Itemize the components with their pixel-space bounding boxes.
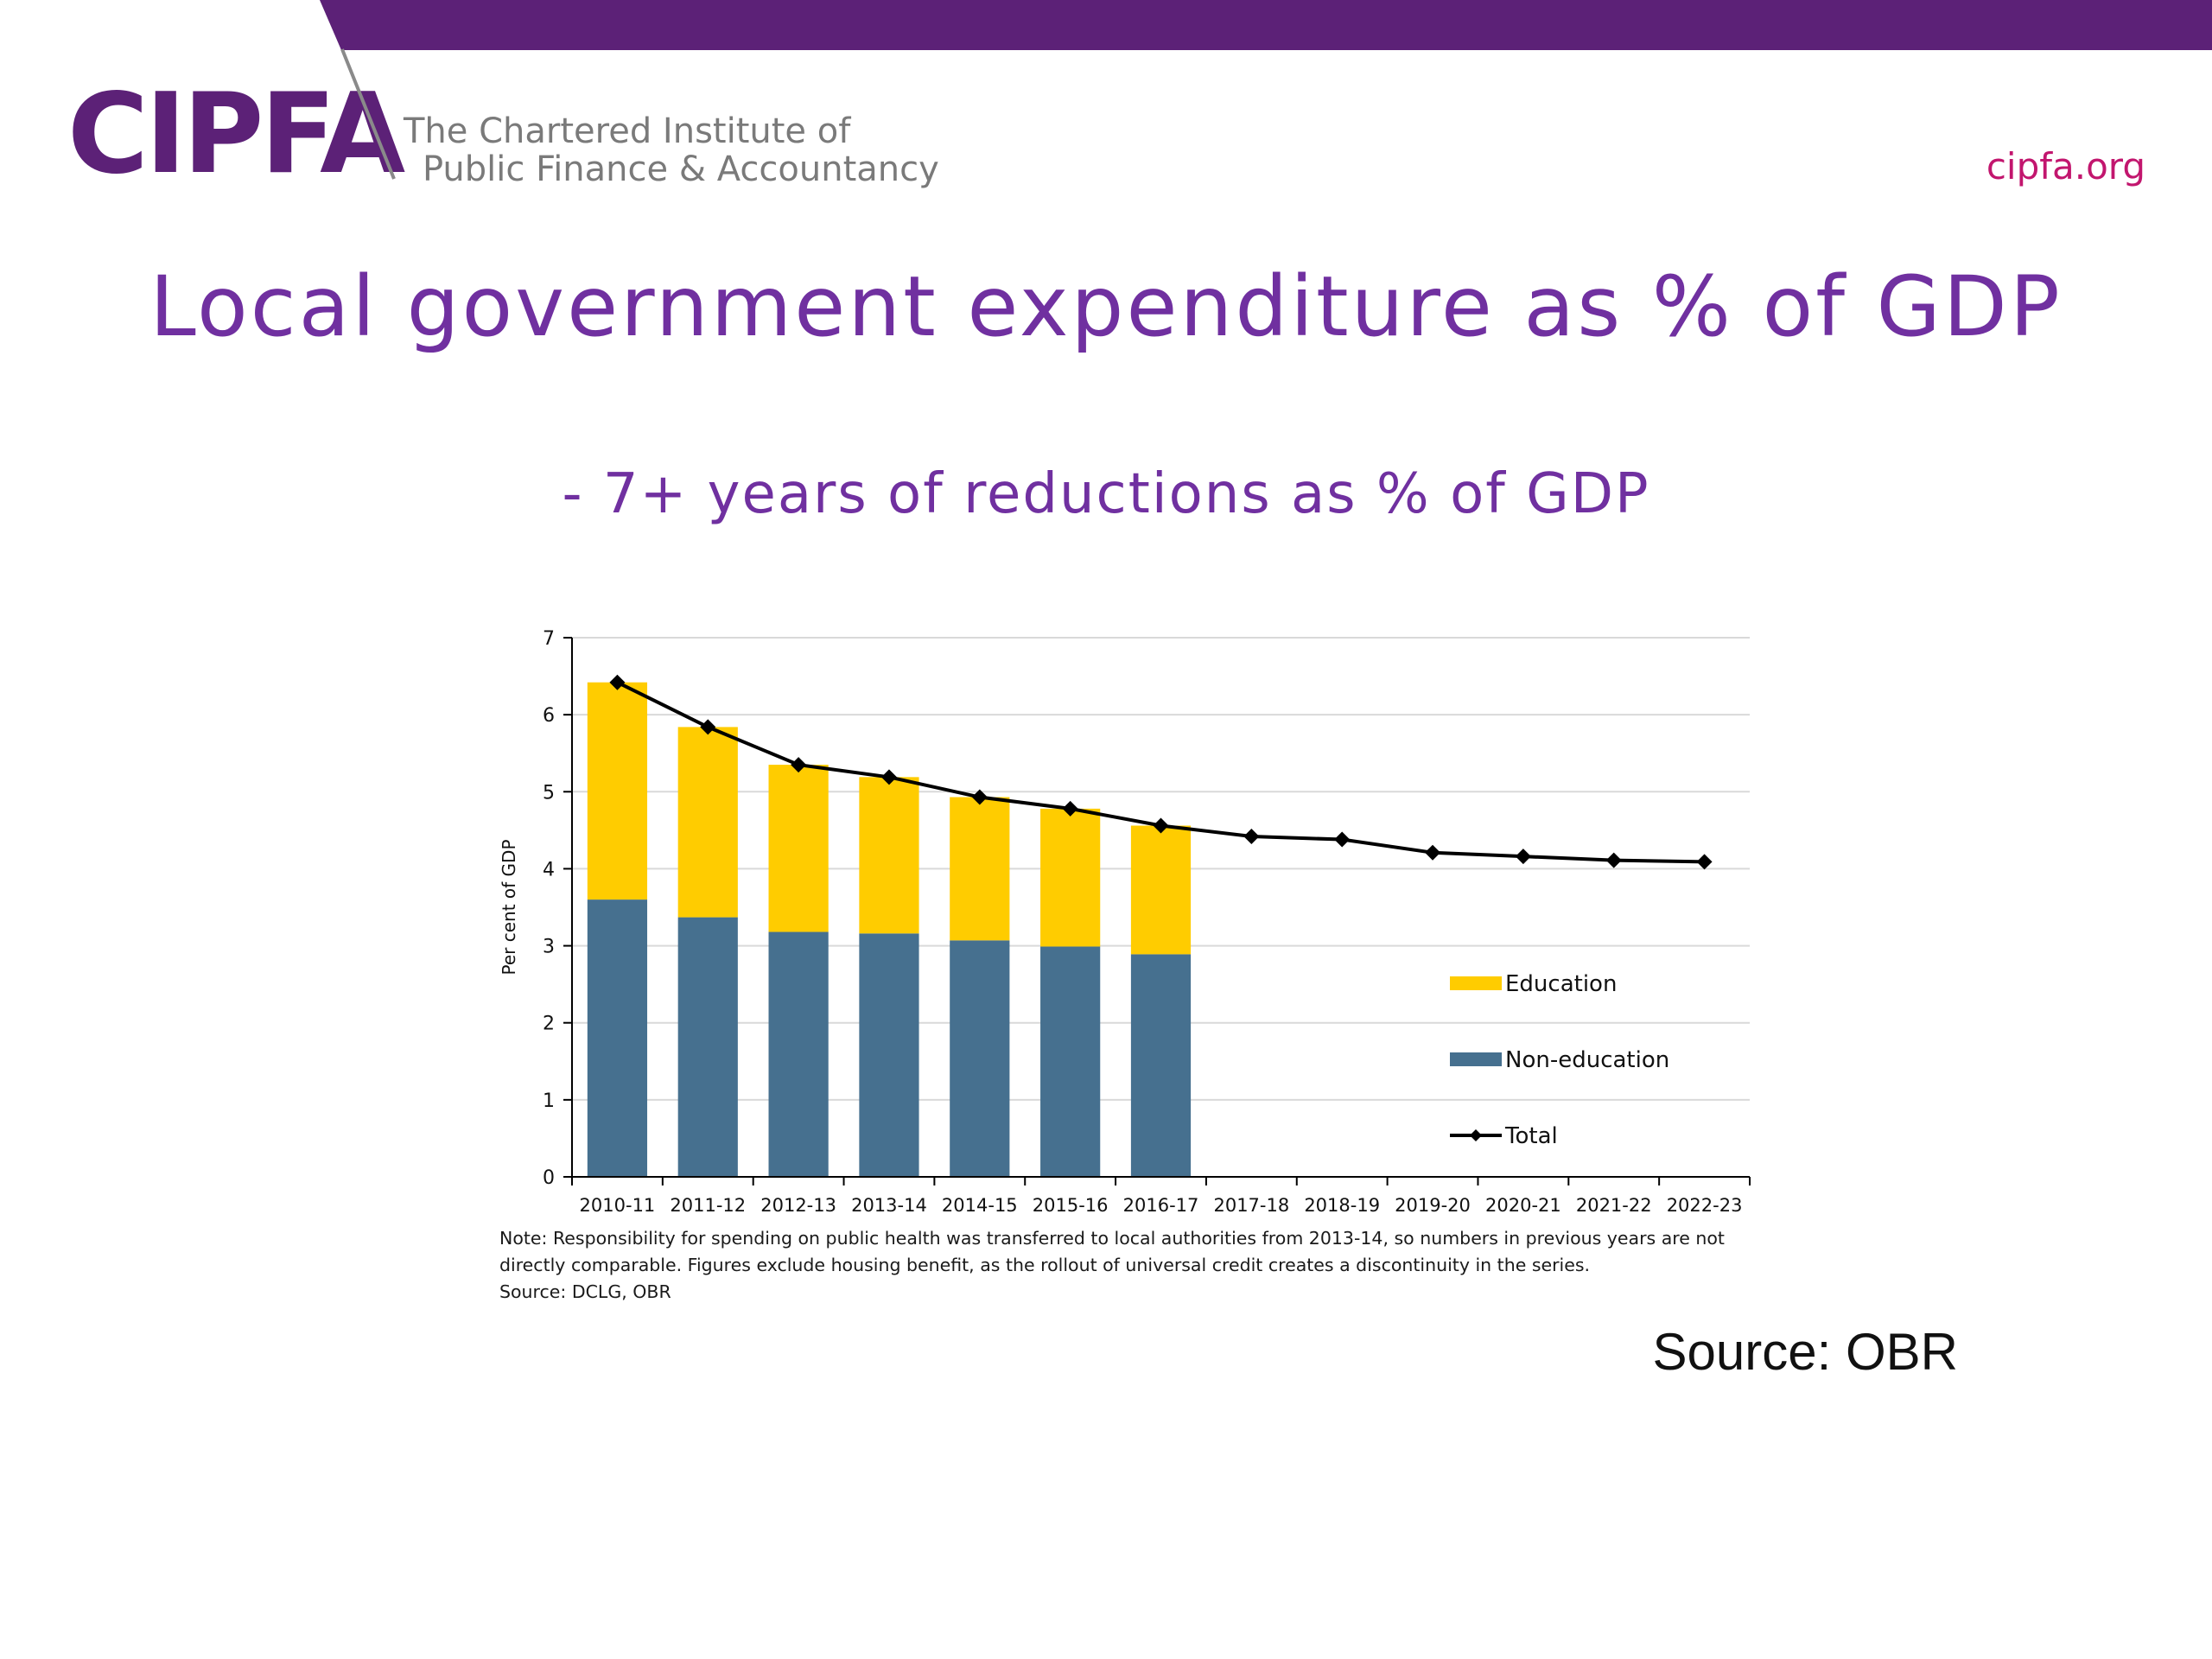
y-tick-label: 6: [543, 705, 555, 727]
chart-note: Note: Responsibility for spending on pub…: [499, 1228, 1725, 1275]
legend-label: Education: [1505, 971, 1617, 997]
logo-tagline: The Chartered Institute of Public Financ…: [404, 112, 939, 188]
y-tick-label: 1: [543, 1090, 555, 1112]
expenditure-chart: 0 1 2 3 4 5 6 7 Per cent of GDP 2010-11 2011-12 201…: [484, 605, 1763, 1313]
legend-swatch-non-education: [1450, 1052, 1502, 1066]
y-tick-label: 2: [543, 1014, 555, 1035]
x-tick-label: 2021-22: [1576, 1195, 1652, 1216]
bar-education: [1040, 808, 1101, 947]
total-point: [1243, 828, 1260, 844]
website-link[interactable]: cipfa.org: [1986, 145, 2145, 188]
x-tick-label: 2011-12: [670, 1195, 746, 1216]
slide-source: Source: OBR: [1652, 1323, 1958, 1381]
chart-note-block: Note: Responsibility for spending on pub…: [499, 1225, 1752, 1306]
bar-non-education: [1040, 946, 1101, 1177]
legend-label: Non-education: [1505, 1047, 1669, 1073]
bar-education: [1130, 825, 1192, 955]
bar-education: [587, 682, 648, 900]
total-point: [700, 719, 716, 735]
bar-non-education: [950, 940, 1010, 1177]
tagline-line-2: Public Finance & Accountancy: [423, 149, 939, 189]
total-point: [1605, 852, 1622, 868]
bar-non-education: [587, 899, 648, 1177]
header-bar: [320, 0, 2212, 50]
chart-canvas: 0 1 2 3 4 5 6 7 Per cent of GDP 2010-11 2011-12 201…: [499, 628, 1751, 1216]
total-point: [1696, 854, 1713, 870]
x-tick-label: 2015-16: [1033, 1195, 1109, 1216]
slide-title: Local government expenditure as % of GDP: [149, 258, 2063, 355]
total-point: [1153, 817, 1169, 834]
y-tick-label: 7: [543, 628, 555, 650]
x-tick-label: 2010-11: [580, 1195, 656, 1216]
x-tick-label: 2013-14: [851, 1195, 927, 1216]
x-tick-label: 2016-17: [1123, 1195, 1199, 1216]
total-point: [791, 757, 807, 773]
bar-non-education: [1130, 954, 1192, 1177]
x-tick-label: 2022-23: [1667, 1195, 1743, 1216]
y-tick-label: 3: [543, 937, 555, 958]
total-point: [971, 789, 988, 805]
legend-label: Total: [1504, 1123, 1558, 1149]
total-point: [1334, 831, 1351, 848]
y-tick-label: 4: [543, 859, 555, 880]
y-axis-title: Per cent of GDP: [499, 839, 519, 975]
legend-marker-total: [1470, 1129, 1482, 1141]
total-point: [880, 769, 897, 785]
bar-education: [950, 797, 1010, 941]
x-tick-label: 2012-13: [760, 1195, 836, 1216]
total-point: [609, 674, 626, 690]
bar-education: [677, 727, 738, 918]
cipfa-logo: CIPFA: [67, 70, 405, 199]
total-point: [1425, 844, 1441, 861]
tagline-line-1: The Chartered Institute of: [404, 111, 851, 151]
x-tick-label: 2017-18: [1213, 1195, 1289, 1216]
logo-divider: [340, 48, 396, 180]
slide-subtitle: - 7+ years of reductions as % of GDP: [562, 462, 1650, 526]
chart-source: Source: DCLG, OBR: [499, 1281, 671, 1302]
total-point: [1062, 800, 1078, 817]
x-tick-label: 2018-19: [1304, 1195, 1380, 1216]
y-tick-label: 5: [543, 782, 555, 804]
bar-education: [859, 777, 919, 934]
bar-non-education: [859, 933, 919, 1177]
legend-swatch-education: [1450, 976, 1502, 990]
bar-non-education: [768, 931, 829, 1177]
x-tick-label: 2014-15: [942, 1195, 1018, 1216]
x-tick-label: 2019-20: [1395, 1195, 1471, 1216]
y-tick-label: 0: [543, 1167, 555, 1189]
x-tick-label: 2020-21: [1485, 1195, 1561, 1216]
bar-education: [768, 765, 829, 932]
bar-non-education: [677, 917, 738, 1177]
total-point: [1515, 849, 1531, 865]
